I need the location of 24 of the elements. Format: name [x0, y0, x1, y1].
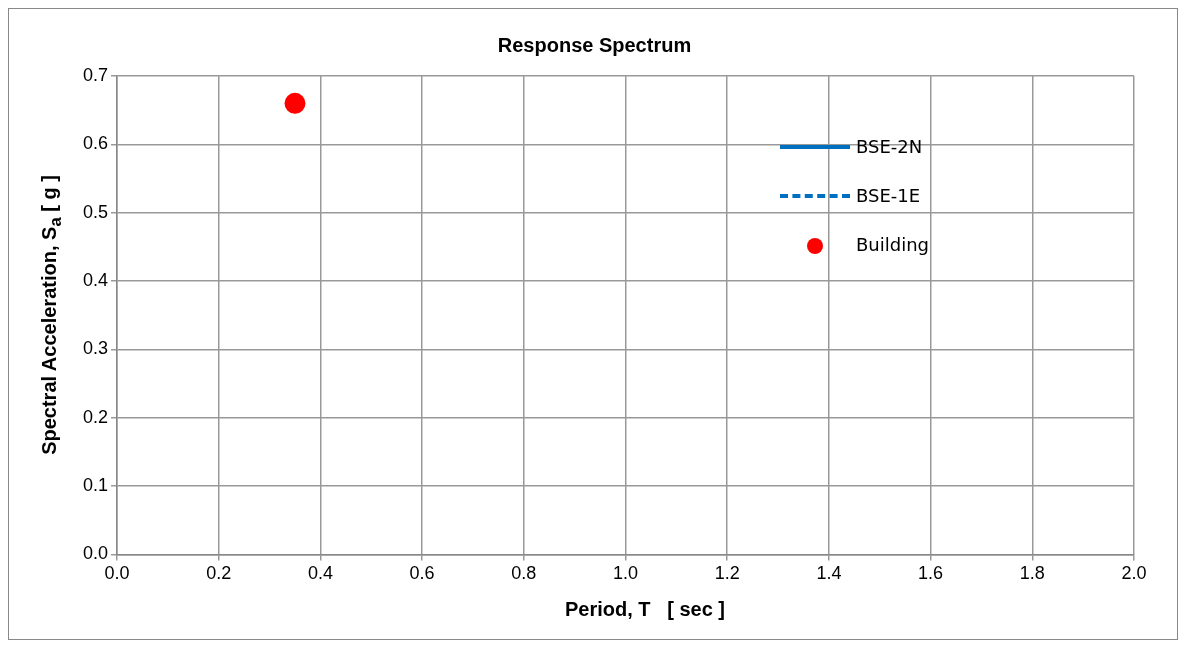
legend-label: Building [856, 234, 930, 255]
x-tick-label: 0.2 [206, 563, 232, 584]
x-tick-label: 1.2 [714, 563, 740, 584]
y-tick-label: 0.1 [82, 475, 109, 496]
x-tick-label: 1.8 [1019, 563, 1045, 584]
x-axis-title: Period, T [ sec ] [563, 598, 726, 621]
y-tick-label: 0.0 [82, 543, 109, 564]
x-tick-label: 0.0 [104, 563, 130, 584]
chart-title: Response Spectrum [496, 34, 693, 57]
x-tick-label: 1.0 [613, 563, 639, 584]
legend-label: BSE-1E [856, 185, 921, 206]
x-tick-label: 1.6 [918, 563, 944, 584]
y-tick-label: 0.4 [82, 270, 109, 290]
legend-label: BSE-2N [856, 136, 923, 157]
y-tick-label: 0.5 [82, 201, 109, 222]
y-tick-label: 0.2 [82, 406, 109, 427]
x-tick-label: 0.6 [409, 563, 435, 584]
x-tick-label: 0.4 [307, 563, 333, 584]
x-tick-label: 0.8 [511, 563, 537, 584]
y-tick-label: 0.7 [82, 64, 109, 85]
x-tick-label: 1.4 [816, 563, 842, 584]
y-tick-label: 0.3 [82, 338, 109, 359]
y-tick-label: 0.6 [82, 133, 109, 154]
x-tick-label: 2.0 [1121, 563, 1147, 584]
